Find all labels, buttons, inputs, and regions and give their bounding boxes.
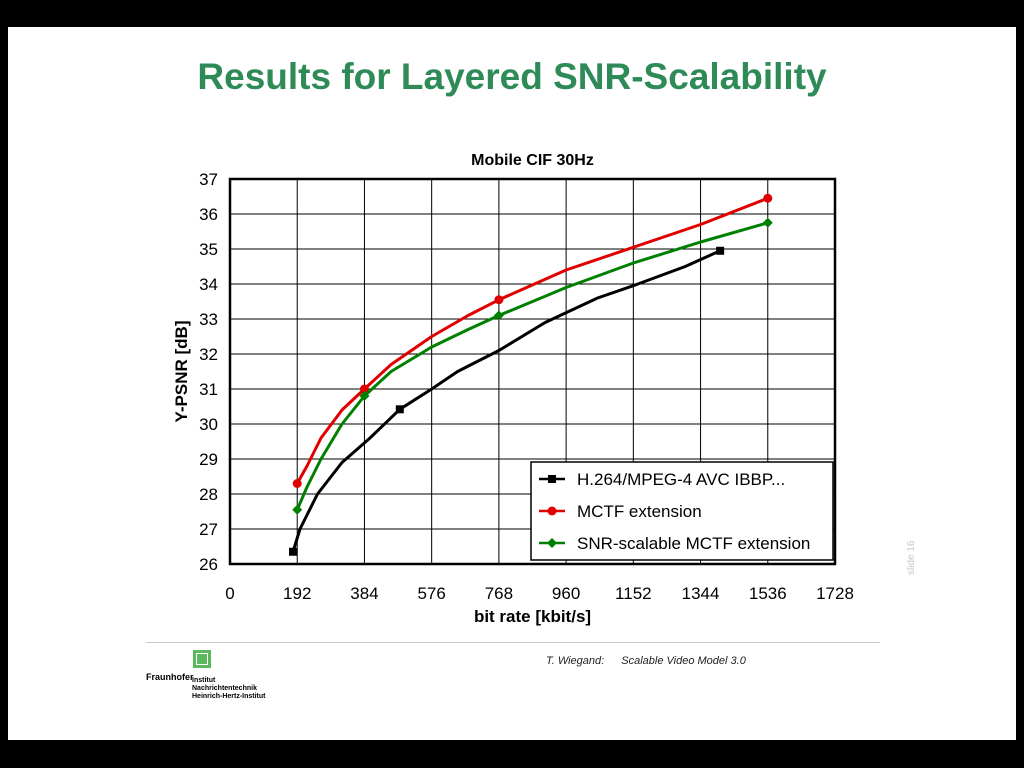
- data-point: [547, 538, 557, 548]
- data-point: [763, 193, 773, 203]
- y-tick-label: 35: [199, 240, 218, 259]
- logo-line: Nachrichtentechnik: [192, 685, 257, 692]
- x-tick-label: 384: [350, 584, 378, 603]
- data-point: [359, 391, 370, 401]
- plot-border: [228, 177, 837, 566]
- data-point: [292, 504, 303, 515]
- logo-brand: Fraunhofer: [146, 672, 194, 682]
- logo-institute-lines: Institut Nachrichtentechnik Heinrich-Her…: [192, 677, 266, 701]
- y-tick-label: 36: [199, 205, 218, 224]
- y-tick-label: 28: [199, 485, 218, 504]
- y-tick-label: 32: [199, 345, 218, 364]
- data-point: [395, 405, 404, 414]
- series-line: [291, 249, 721, 553]
- footer-author: T. Wiegand:: [546, 655, 605, 667]
- data-point: [292, 479, 302, 488]
- data-point: [548, 475, 556, 483]
- data-point: [547, 506, 557, 516]
- data-point: [716, 246, 725, 255]
- y-tick-label: 34: [199, 275, 218, 294]
- series-snr-scalable-mctf-extension: [292, 217, 773, 515]
- y-tick-label: 31: [199, 380, 218, 399]
- logo-line: Institut: [192, 677, 216, 684]
- y-tick-label: 30: [199, 415, 218, 434]
- series-h-264-mpeg-4-avc-ibbp: [289, 246, 725, 556]
- x-tick-label: 960: [552, 584, 580, 603]
- x-tick-label: 1152: [615, 584, 652, 603]
- x-tick-label: 192: [283, 584, 311, 603]
- logo-line: Heinrich-Hertz-Institut: [192, 693, 266, 700]
- data-point: [359, 384, 369, 394]
- y-tick-label: 37: [199, 170, 218, 189]
- series-mctf-extension: [292, 193, 773, 488]
- fraunhofer-logo: Fraunhofer Institut Nachrichtentechnik H…: [146, 650, 286, 705]
- data-point: [493, 310, 504, 321]
- footer: T. Wiegand: Scalable Video Model 3.0: [546, 655, 746, 667]
- x-tick-label: 1536: [749, 584, 787, 603]
- y-tick-label: 27: [199, 520, 218, 539]
- y-tick-label: 29: [199, 450, 218, 469]
- x-tick-label: 0: [225, 584, 234, 603]
- x-axis-label: bit rate [kbit/s]: [474, 607, 591, 626]
- y-axis-label: Y-PSNR [dB]: [172, 321, 191, 423]
- slide-number: slide 16: [906, 540, 917, 575]
- legend: H.264/MPEG-4 AVC IBBP... MCTF extension SN…: [530, 461, 834, 561]
- footer-subject: Scalable Video Model 3.0: [621, 655, 746, 667]
- x-tick-label: 1728: [816, 584, 854, 603]
- legend-box: [530, 461, 834, 561]
- logo-square-icon: [193, 650, 211, 668]
- legend-label: SNR-scalable MCTF extension: [577, 534, 810, 553]
- y-tick-label: 26: [199, 555, 218, 574]
- x-tick-label: 1344: [682, 584, 720, 603]
- footer-divider: [146, 642, 880, 643]
- data-point: [289, 547, 298, 556]
- legend-label: MCTF extension: [577, 502, 702, 521]
- legend-label: H.264/MPEG-4 AVC IBBP...: [577, 470, 785, 489]
- data-point: [762, 217, 773, 228]
- chart-title: Mobile CIF 30Hz: [471, 152, 594, 169]
- series-line: [295, 221, 769, 511]
- slide-title: Results for Layered SNR-Scalability: [197, 56, 827, 97]
- x-tick-label: 768: [485, 584, 513, 603]
- data-point: [494, 295, 504, 305]
- y-tick-label: 33: [199, 310, 218, 329]
- x-tick-label: 576: [417, 584, 445, 603]
- series-line: [295, 196, 769, 485]
